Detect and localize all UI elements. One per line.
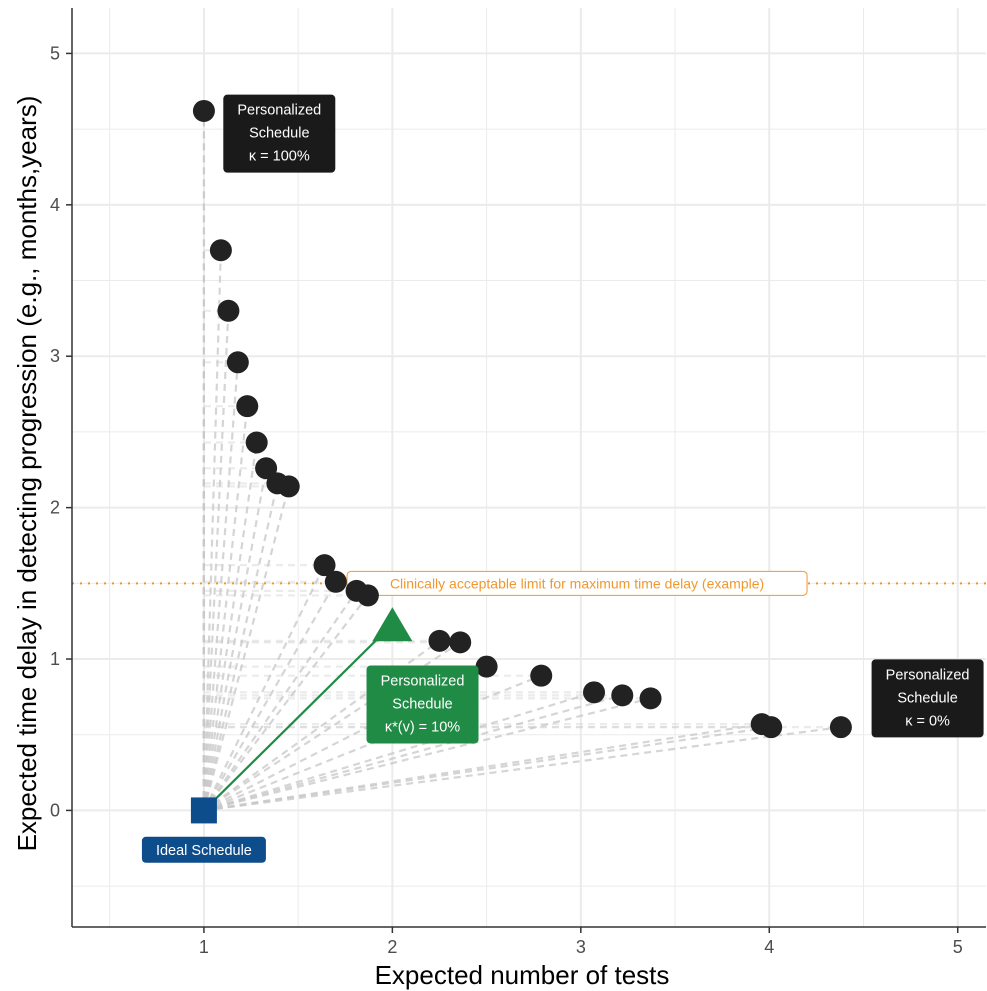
y-axis-label: Expected time delay in detecting progres… — [12, 96, 42, 852]
data-point — [760, 716, 783, 739]
label-kappa-0-line: κ = 0% — [905, 713, 950, 729]
x-tick-label: 3 — [576, 937, 586, 957]
guide-line-diagonal — [203, 723, 762, 812]
optimal-schedule-marker — [372, 607, 413, 642]
guide-line-diagonal — [202, 406, 249, 811]
data-point — [236, 395, 259, 418]
label-ideal-schedule-box — [141, 836, 266, 863]
data-point — [475, 655, 498, 678]
x-tick-label: 1 — [199, 937, 209, 957]
data-point — [313, 554, 336, 577]
label-optimal-schedule-line: κ*(v) = 10% — [385, 719, 460, 735]
y-tick-label: 2 — [50, 498, 60, 518]
data-point — [583, 681, 606, 704]
data-point — [829, 716, 852, 739]
x-tick-label: 2 — [387, 937, 397, 957]
x-tick-label: 4 — [764, 937, 774, 957]
data-point — [255, 457, 278, 480]
reference-label-box — [346, 570, 808, 596]
data-point — [209, 239, 232, 262]
data-point — [192, 99, 215, 122]
grid — [72, 8, 986, 927]
guide-line-diagonal — [202, 483, 279, 811]
label-kappa-100: Personalized Schedule κ = 100% — [223, 94, 336, 173]
label-kappa-100-line: κ = 100% — [249, 149, 310, 165]
y-tick-label: 0 — [50, 800, 60, 820]
guide-line-diagonal — [203, 594, 369, 812]
x-axis-label: Expected number of tests — [375, 960, 670, 990]
data-point — [639, 687, 662, 710]
label-optimal-schedule: Personalized Schedule κ*(v) = 10% — [366, 665, 479, 744]
guide-line-diagonal — [203, 590, 358, 812]
data-point — [611, 684, 634, 707]
label-kappa-0: Personalized Schedule κ = 0% — [871, 659, 984, 738]
guide-line-diagonal — [203, 697, 651, 812]
data-point — [245, 431, 268, 454]
optimal-line — [203, 623, 394, 812]
axis-ticks: 1 2 3 4 5 0 1 2 3 4 5 — [50, 43, 963, 957]
x-tick-label: 5 — [953, 937, 963, 957]
data-point — [217, 299, 240, 322]
data-point — [324, 570, 347, 593]
label-optimal-schedule-line: Schedule — [392, 696, 452, 712]
label-kappa-100-box — [223, 94, 336, 173]
reference-line-label: Clinically acceptable limit for maximum … — [346, 570, 808, 596]
y-tick-label: 5 — [50, 43, 60, 63]
data-point — [428, 629, 451, 652]
label-kappa-100-line: Personalized — [237, 103, 321, 119]
label-kappa-0-box — [871, 659, 984, 738]
label-ideal-schedule-text: Ideal Schedule — [156, 843, 252, 859]
label-kappa-0-line: Personalized — [886, 667, 970, 683]
guide-line-diagonal — [202, 581, 337, 811]
data-points — [192, 99, 852, 739]
data-point — [277, 475, 300, 498]
data-point — [356, 584, 379, 607]
label-ideal-schedule: Ideal Schedule — [141, 836, 266, 863]
guide-line-diagonal — [202, 468, 268, 811]
data-point — [449, 631, 472, 654]
label-optimal-schedule-line: Personalized — [381, 673, 465, 689]
ideal-schedule-marker — [190, 797, 217, 824]
guide-line-diagonal — [202, 564, 326, 811]
reference-label-text: Clinically acceptable limit for maximum … — [390, 575, 764, 591]
y-tick-label: 4 — [50, 195, 60, 215]
y-tick-label: 3 — [50, 346, 60, 366]
guide-line-diagonal — [203, 691, 595, 812]
guide-line-diagonal — [202, 486, 290, 811]
y-tick-label: 1 — [50, 649, 60, 669]
label-kappa-100-line: Schedule — [249, 126, 309, 142]
data-point — [226, 351, 249, 374]
label-kappa-0-line: Schedule — [897, 690, 957, 706]
guide-line-diagonal — [202, 250, 222, 811]
guide-line-diagonal — [203, 694, 623, 812]
guide-line-diagonal — [202, 362, 239, 811]
guide-line-diagonal — [202, 442, 258, 811]
data-point — [530, 664, 553, 687]
label-optimal-schedule-box — [366, 665, 479, 744]
